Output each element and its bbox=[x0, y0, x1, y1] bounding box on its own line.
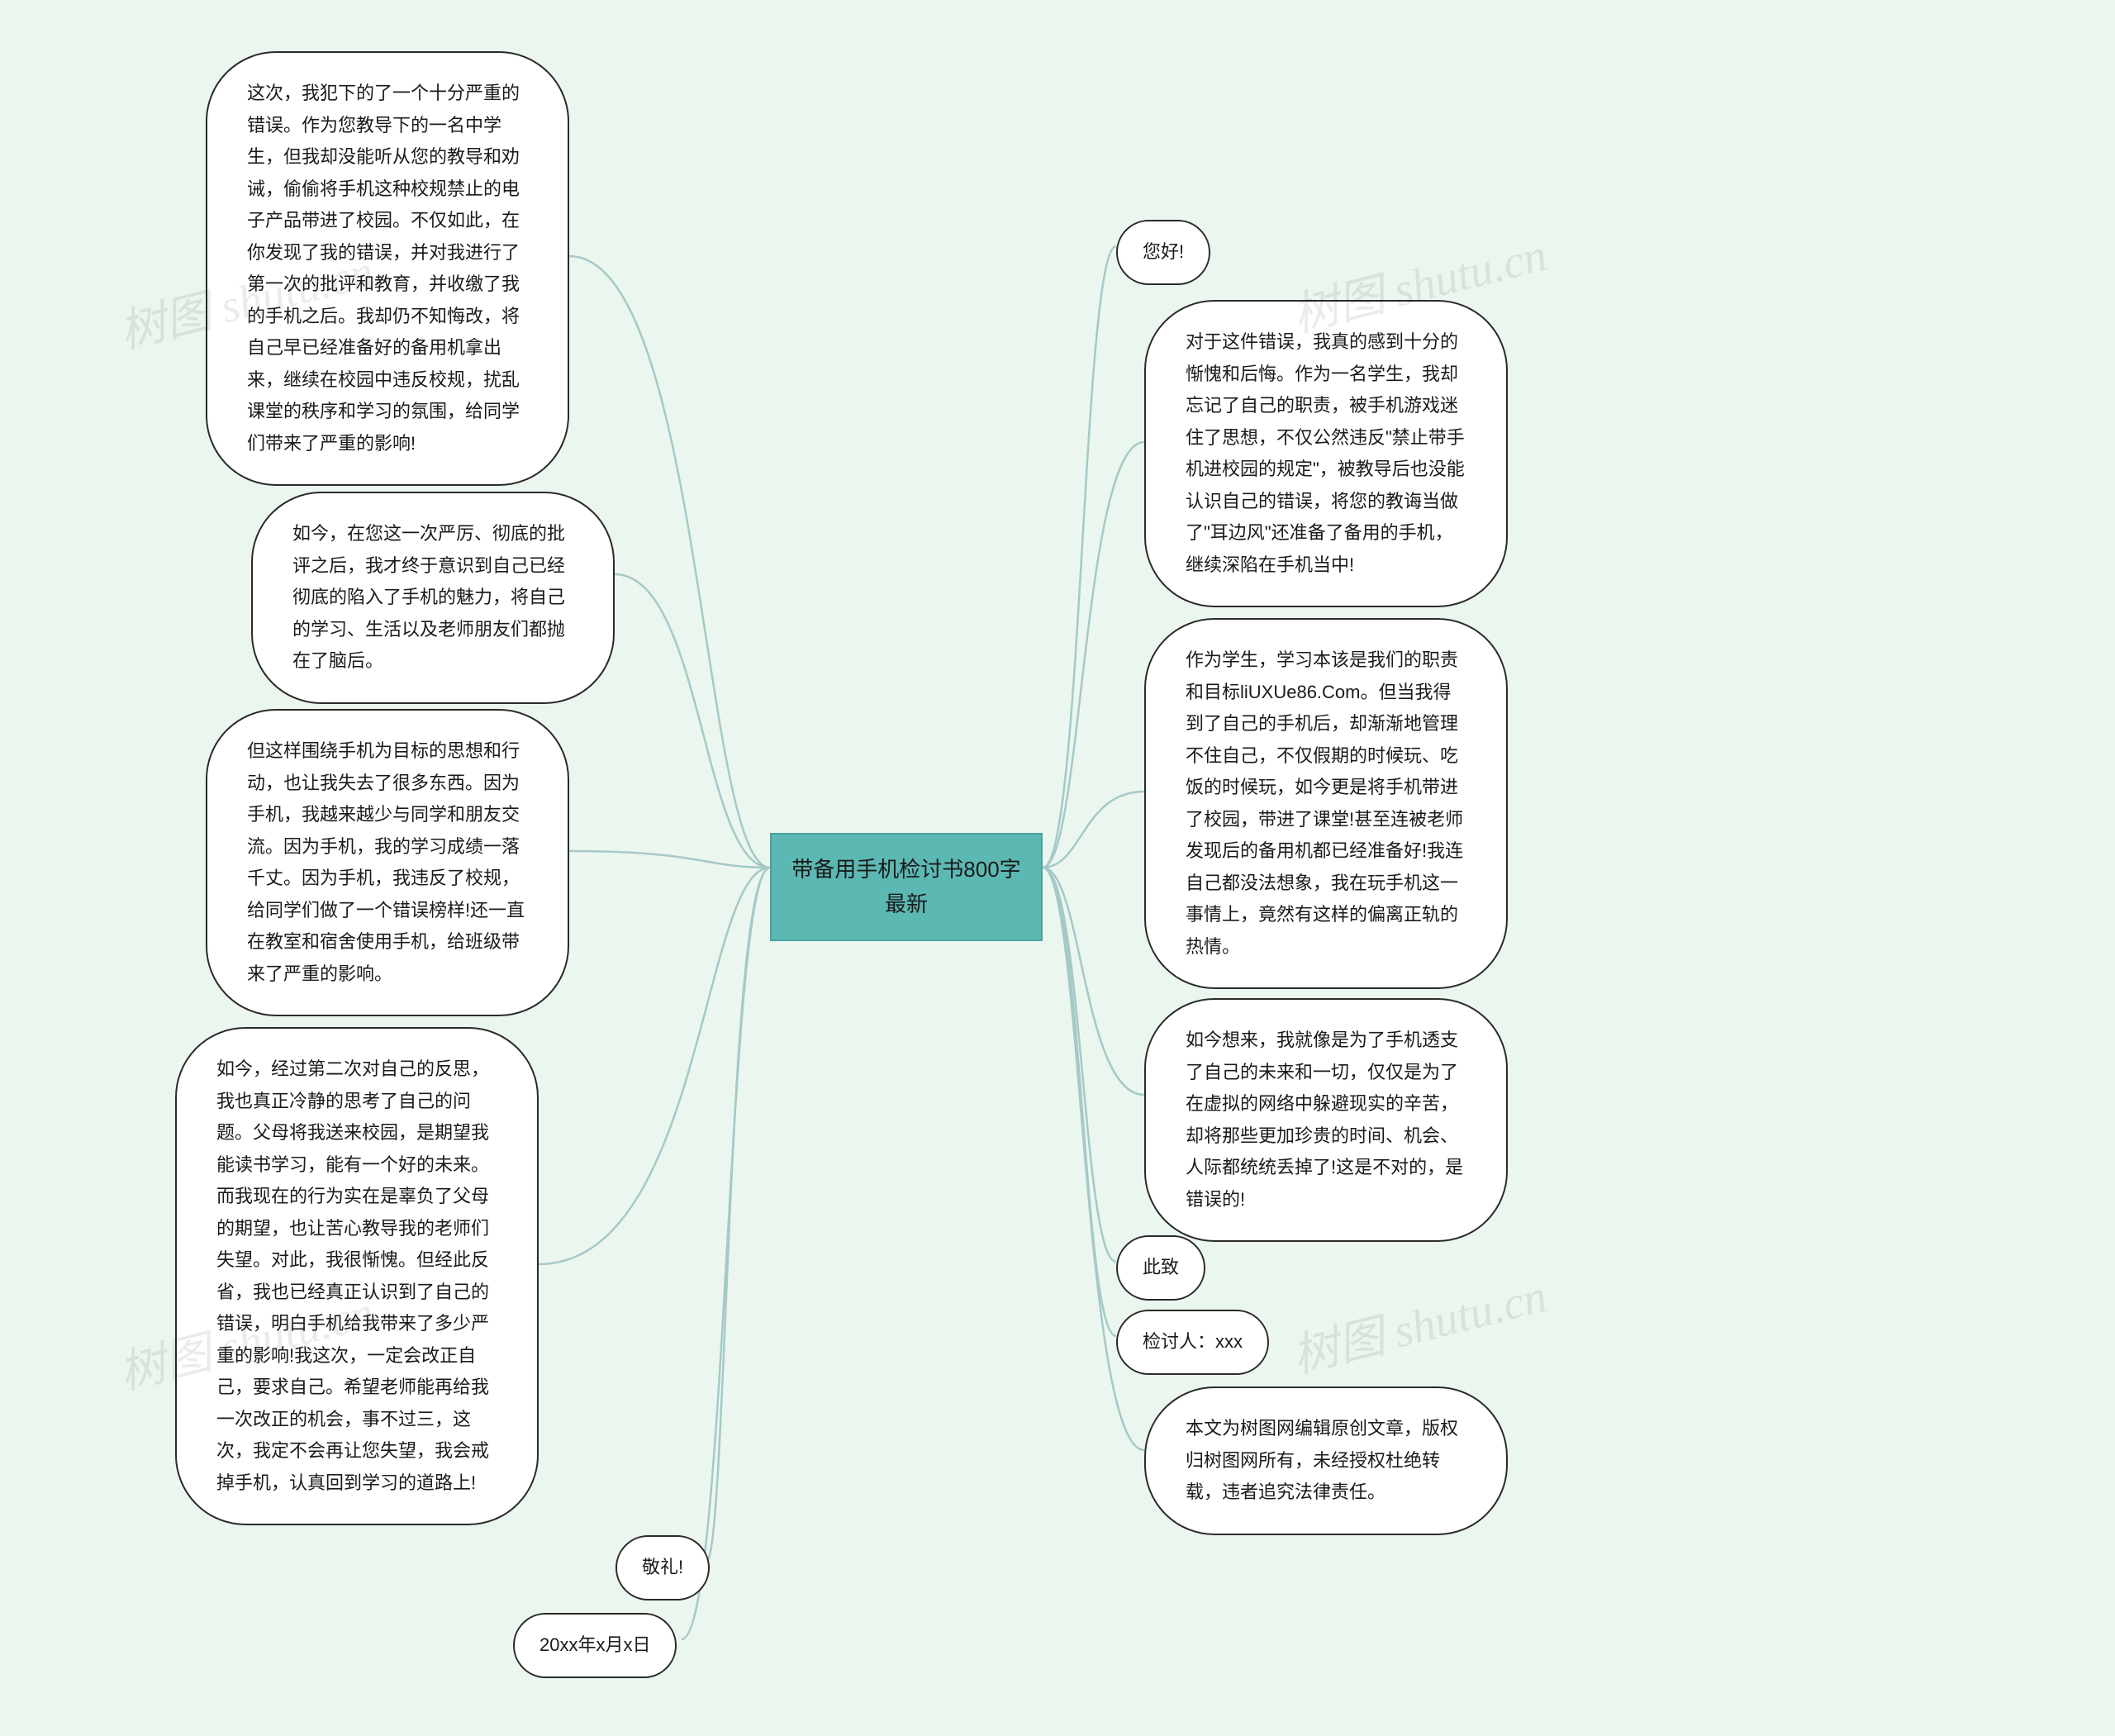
node-text: 但这样围绕手机为目标的思想和行动，也让我失去了很多东西。因为手机，我越来越少与同… bbox=[247, 740, 525, 984]
node-text: 检讨人：xxx bbox=[1143, 1331, 1243, 1352]
node-text: 如今，在您这一次严厉、彻底的批评之后，我才终于意识到自己已经彻底的陷入了手机的魅… bbox=[292, 523, 565, 671]
node-text: 如今想来，我就像是为了手机透支了自己的未来和一切，仅仅是为了在虚拟的网络中躲避现… bbox=[1186, 1030, 1463, 1210]
node-text: 这次，我犯下的了一个十分严重的错误。作为您教导下的一名中学生，但我却没能听从您的… bbox=[247, 83, 520, 454]
center-text: 带备用手机检讨书800字最新 bbox=[791, 857, 1020, 916]
center-node: 带备用手机检讨书800字最新 bbox=[770, 833, 1043, 941]
left-node-para2: 如今，在您这一次严厉、彻底的批评之后，我才终于意识到自己已经彻底的陷入了手机的魅… bbox=[251, 492, 615, 704]
node-text: 对于这件错误，我真的感到十分的惭愧和后悔。作为一名学生，我却忘记了自己的职责，被… bbox=[1186, 331, 1465, 575]
node-text: 作为学生，学习本该是我们的职责和目标liUXUe86.Com。但当我得到了自己的… bbox=[1186, 649, 1463, 957]
left-node-date: 20xx年x月x日 bbox=[513, 1613, 677, 1678]
left-node-para1: 这次，我犯下的了一个十分严重的错误。作为您教导下的一名中学生，但我却没能听从您的… bbox=[206, 51, 569, 486]
left-node-salute: 敬礼! bbox=[615, 1535, 710, 1600]
left-node-para4: 如今，经过第二次对自己的反思，我也真正冷静的思考了自己的问题。父母将我送来校园，… bbox=[175, 1027, 539, 1525]
right-node-signature: 检讨人：xxx bbox=[1116, 1310, 1269, 1375]
right-node-copyright: 本文为树图网编辑原创文章，版权归树图网所有，未经授权杜绝转载，违者追究法律责任。 bbox=[1144, 1386, 1508, 1535]
right-node-para1: 对于这件错误，我真的感到十分的惭愧和后悔。作为一名学生，我却忘记了自己的职责，被… bbox=[1144, 300, 1508, 607]
node-text: 本文为树图网编辑原创文章，版权归树图网所有，未经授权杜绝转载，违者追究法律责任。 bbox=[1186, 1418, 1458, 1502]
left-node-para3: 但这样围绕手机为目标的思想和行动，也让我失去了很多东西。因为手机，我越来越少与同… bbox=[206, 709, 569, 1016]
node-text: 20xx年x月x日 bbox=[539, 1634, 650, 1655]
node-text: 敬礼! bbox=[642, 1557, 683, 1577]
right-node-greeting: 您好! bbox=[1116, 220, 1210, 285]
watermark-text: 树图 shutu.cn bbox=[1287, 1271, 1552, 1383]
node-text: 此致 bbox=[1143, 1257, 1179, 1277]
right-node-para3: 如今想来，我就像是为了手机透支了自己的未来和一切，仅仅是为了在虚拟的网络中躲避现… bbox=[1144, 998, 1508, 1242]
node-text: 您好! bbox=[1143, 241, 1184, 262]
right-node-closing: 此致 bbox=[1116, 1235, 1205, 1301]
right-node-para2: 作为学生，学习本该是我们的职责和目标liUXUe86.Com。但当我得到了自己的… bbox=[1144, 618, 1508, 989]
node-text: 如今，经过第二次对自己的反思，我也真正冷静的思考了自己的问题。父母将我送来校园，… bbox=[216, 1058, 489, 1493]
watermark: 树图 shutu.cn bbox=[1285, 1258, 1552, 1386]
